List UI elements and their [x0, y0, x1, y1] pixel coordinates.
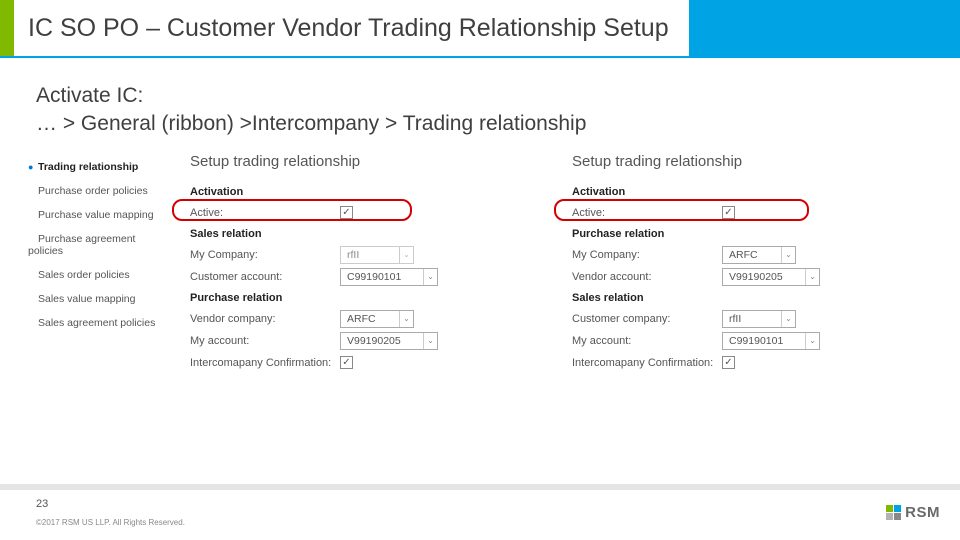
- sales-relation-heading: Sales relation: [190, 224, 540, 244]
- copyright: ©2017 RSM US LLP. All Rights Reserved.: [36, 514, 185, 527]
- logo: RSM: [886, 498, 940, 521]
- sidebar: ●Trading relationship ●Purchase order po…: [24, 149, 172, 374]
- active-checkbox-r[interactable]: ✓: [722, 206, 735, 219]
- confirm-checkbox-r[interactable]: ✓: [722, 356, 735, 369]
- sidebar-item-so-policies[interactable]: ●Sales order policies: [24, 263, 172, 287]
- custcomp-combo-r[interactable]: rfII⌄: [722, 310, 796, 328]
- myacct-combo[interactable]: V99190205⌄: [340, 332, 438, 350]
- title-bar: IC SO PO – Customer Vendor Trading Relat…: [0, 0, 960, 58]
- mycompany-label-r: My Company:: [572, 249, 722, 261]
- chevron-down-icon: ⌄: [781, 311, 795, 327]
- purchase-relation-heading: Purchase relation: [190, 288, 540, 308]
- chevron-down-icon: ⌄: [399, 247, 413, 263]
- sidebar-item-sv-mapping[interactable]: ●Sales value mapping: [24, 287, 172, 311]
- vendcomp-combo[interactable]: ARFC⌄: [340, 310, 414, 328]
- confirm-checkbox[interactable]: ✓: [340, 356, 353, 369]
- sidebar-item-sa-policies[interactable]: ●Sales agreement policies: [24, 311, 172, 335]
- footer: 23 ©2017 RSM US LLP. All Rights Reserved…: [0, 484, 960, 540]
- purchase-relation-heading-r: Purchase relation: [572, 224, 922, 244]
- chevron-down-icon: ⌄: [423, 269, 437, 285]
- custacct-combo[interactable]: C99190101⌄: [340, 268, 438, 286]
- panels: ●Trading relationship ●Purchase order po…: [0, 145, 960, 374]
- mycompany-label: My Company:: [190, 249, 340, 261]
- active-label-r: Active:: [572, 207, 722, 219]
- logo-icon: [886, 505, 901, 520]
- panel-left-title: Setup trading relationship: [190, 149, 540, 182]
- page-number: 23: [36, 498, 185, 510]
- confirm-label: Intercomapany Confirmation:: [190, 357, 340, 369]
- sidebar-item-trading-relationship[interactable]: ●Trading relationship: [24, 155, 172, 179]
- panel-left: Setup trading relationship Activation Ac…: [172, 149, 554, 374]
- title-fill: [689, 0, 960, 56]
- intro-line2: … > General (ribbon) >Intercompany > Tra…: [36, 110, 960, 138]
- myacct-label: My account:: [190, 335, 340, 347]
- myacct-combo-r[interactable]: C99190101⌄: [722, 332, 820, 350]
- title-accent: [0, 0, 14, 56]
- myacct-label-r: My account:: [572, 335, 722, 347]
- activation-heading-r: Activation: [572, 182, 922, 202]
- custcomp-label-r: Customer company:: [572, 313, 722, 325]
- panel-right-title: Setup trading relationship: [572, 149, 922, 182]
- chevron-down-icon: ⌄: [399, 311, 413, 327]
- intro-line1: Activate IC:: [36, 82, 960, 110]
- active-checkbox[interactable]: ✓: [340, 206, 353, 219]
- chevron-down-icon: ⌄: [781, 247, 795, 263]
- activation-heading: Activation: [190, 182, 540, 202]
- mycompany-combo-r[interactable]: ARFC⌄: [722, 246, 796, 264]
- sidebar-item-pa-policies[interactable]: ●Purchase agreement policies: [24, 227, 172, 263]
- chevron-down-icon: ⌄: [805, 333, 819, 349]
- confirm-label-r: Intercomapany Confirmation:: [572, 357, 722, 369]
- chevron-down-icon: ⌄: [423, 333, 437, 349]
- sidebar-item-po-policies[interactable]: ●Purchase order policies: [24, 179, 172, 203]
- panel-right: Setup trading relationship Activation Ac…: [554, 149, 936, 374]
- vendacct-label-r: Vendor account:: [572, 271, 722, 283]
- sales-relation-heading-r: Sales relation: [572, 288, 922, 308]
- page-title: IC SO PO – Customer Vendor Trading Relat…: [14, 0, 689, 56]
- chevron-down-icon: ⌄: [805, 269, 819, 285]
- active-label: Active:: [190, 207, 340, 219]
- active-row: Active: ✓: [190, 202, 540, 224]
- sidebar-item-pv-mapping[interactable]: ●Purchase value mapping: [24, 203, 172, 227]
- vendacct-combo-r[interactable]: V99190205⌄: [722, 268, 820, 286]
- vendcomp-label: Vendor company:: [190, 313, 340, 325]
- mycompany-combo[interactable]: rfII⌄: [340, 246, 414, 264]
- custacct-label: Customer account:: [190, 271, 340, 283]
- intro-text: Activate IC: … > General (ribbon) >Inter…: [0, 58, 960, 145]
- logo-text: RSM: [905, 504, 940, 521]
